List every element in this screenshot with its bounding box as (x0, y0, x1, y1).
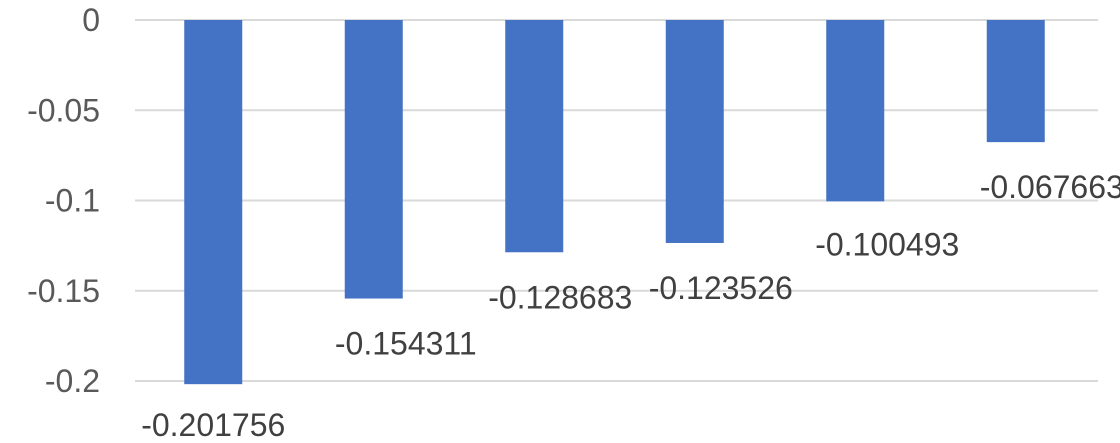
bar (505, 20, 564, 253)
y-axis-tick-labels: 0 -0.05 -0.1 -0.15 -0.2 (27, 2, 100, 399)
bar (986, 20, 1045, 143)
data-label: -0.128683 (488, 279, 632, 315)
data-label: -0.154311 (335, 326, 477, 362)
bar (826, 20, 885, 202)
bar (665, 20, 724, 243)
data-labels: -0.201756 -0.154311 -0.128683 -0.123526 -0.1… (141, 169, 1120, 443)
y-tick-label: -0.2 (45, 363, 100, 399)
bars (184, 20, 1045, 385)
bar (344, 20, 403, 299)
data-label: -0.067663 (980, 169, 1120, 205)
data-label: -0.201756 (141, 407, 285, 443)
bar (184, 20, 243, 385)
data-label: -0.123526 (649, 270, 793, 306)
y-tick-label: -0.15 (27, 273, 100, 309)
y-tick-label: -0.05 (27, 92, 100, 128)
y-tick-label: -0.1 (45, 183, 100, 219)
data-label: -0.100493 (815, 226, 959, 262)
gridlines (135, 19, 1098, 382)
y-tick-label: 0 (82, 2, 100, 38)
